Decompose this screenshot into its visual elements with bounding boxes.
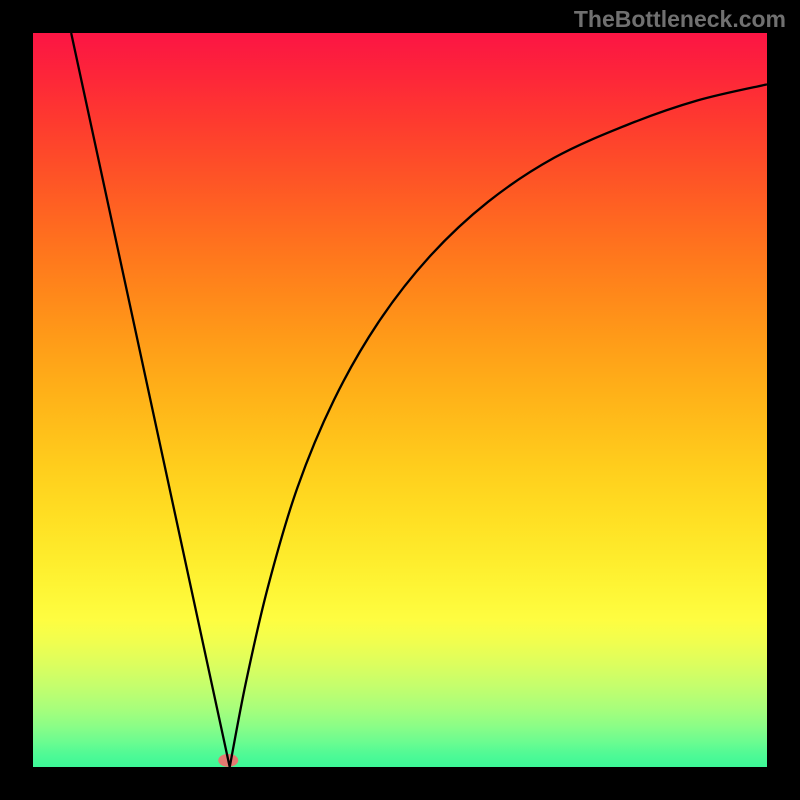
plot-area [33, 33, 767, 767]
gradient-background [33, 33, 767, 767]
plot-svg [33, 33, 767, 767]
watermark-text: TheBottleneck.com [574, 6, 786, 33]
